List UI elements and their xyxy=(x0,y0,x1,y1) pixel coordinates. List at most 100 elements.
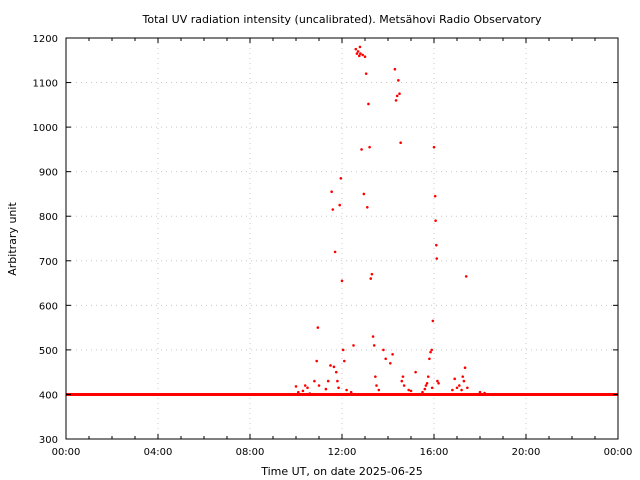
data-point xyxy=(402,384,406,387)
y-tick-label: 900 xyxy=(39,168,58,179)
data-point xyxy=(333,250,337,254)
data-point xyxy=(436,379,439,383)
data-point xyxy=(329,364,332,367)
data-point xyxy=(451,388,454,392)
x-tick-label: 12:00 xyxy=(328,447,357,458)
data-point xyxy=(337,386,340,390)
data-point xyxy=(391,353,394,356)
data-point xyxy=(435,257,439,260)
data-point xyxy=(369,277,373,280)
data-point xyxy=(357,54,361,58)
data-point xyxy=(377,388,381,392)
data-point xyxy=(384,357,388,361)
data-point xyxy=(466,386,469,390)
y-tick-label: 700 xyxy=(39,257,58,268)
data-point xyxy=(343,359,346,363)
data-point xyxy=(370,272,374,276)
data-point xyxy=(463,366,467,370)
data-point xyxy=(362,192,366,196)
data-point xyxy=(372,344,376,347)
y-tick-label: 400 xyxy=(39,390,58,401)
data-point xyxy=(429,350,432,354)
data-point xyxy=(356,50,360,53)
data-point xyxy=(431,319,435,323)
data-point xyxy=(330,190,333,194)
data-point xyxy=(341,348,345,352)
x-tick-label: 04:00 xyxy=(144,447,173,458)
data-point xyxy=(425,382,429,385)
data-point xyxy=(399,141,402,145)
data-point xyxy=(455,386,459,390)
data-point xyxy=(453,377,457,381)
data-point xyxy=(430,348,434,352)
y-tick-labels: 300 400 500 600 700 800 900 1000 1100 1200 xyxy=(33,34,58,446)
data-point xyxy=(367,102,370,106)
y-axis-label: Arbitrary unit xyxy=(6,202,19,276)
x-tick-label: 08:00 xyxy=(236,447,265,458)
data-point xyxy=(315,359,319,363)
data-point xyxy=(358,45,362,49)
data-point xyxy=(478,390,482,394)
data-point xyxy=(339,177,343,180)
data-point xyxy=(395,94,399,98)
data-point xyxy=(331,208,335,211)
data-point xyxy=(375,384,378,387)
x-tick-labels: 00:00 04:00 08:00 12:00 16:00 20:00 00:00 xyxy=(52,447,633,458)
data-point xyxy=(426,375,430,378)
data-point xyxy=(301,389,305,393)
x-tick-label: 20:00 xyxy=(512,447,541,458)
y-tick-label: 300 xyxy=(39,435,58,446)
data-point xyxy=(360,148,363,151)
data-point xyxy=(423,387,427,391)
data-point xyxy=(306,386,309,390)
y-tick-label: 500 xyxy=(39,346,58,357)
data-point xyxy=(437,382,440,385)
data-point xyxy=(371,335,375,338)
data-point xyxy=(458,384,461,387)
data-point xyxy=(324,387,328,391)
data-point xyxy=(461,375,465,378)
data-point xyxy=(397,79,400,82)
data-point xyxy=(393,67,397,71)
data-point xyxy=(428,357,431,361)
y-tick-label: 600 xyxy=(39,301,58,312)
data-point xyxy=(352,344,355,347)
y-tick-label: 800 xyxy=(39,212,58,223)
data-points xyxy=(66,45,618,396)
data-point xyxy=(421,390,424,394)
x-tick-label: 00:00 xyxy=(604,447,633,458)
x-axis-label: Time UT, on date 2025-06-25 xyxy=(260,465,423,478)
data-point xyxy=(336,379,339,383)
chart-title: Total UV radiation intensity (uncalibrat… xyxy=(142,13,542,26)
data-point xyxy=(326,379,330,383)
data-point xyxy=(483,391,486,395)
data-point xyxy=(364,72,368,75)
data-point xyxy=(398,92,401,95)
y-tick-label: 1000 xyxy=(33,123,58,134)
data-point xyxy=(361,53,365,57)
data-point xyxy=(460,388,463,392)
data-point xyxy=(317,384,321,387)
data-point xyxy=(401,375,405,378)
data-point xyxy=(368,145,371,149)
data-point xyxy=(294,385,298,388)
data-point xyxy=(303,384,307,387)
data-point xyxy=(354,47,358,51)
data-point xyxy=(340,279,344,283)
data-point xyxy=(366,206,369,209)
data-point xyxy=(316,326,320,329)
data-point xyxy=(433,194,437,198)
data-point xyxy=(359,52,362,55)
data-point xyxy=(374,375,377,378)
data-point xyxy=(434,219,437,222)
data-point xyxy=(313,379,316,383)
x-tick-label: 00:00 xyxy=(52,447,81,458)
data-point xyxy=(435,243,438,247)
data-point xyxy=(424,384,428,387)
data-point xyxy=(382,348,385,352)
y-tick-label: 1100 xyxy=(33,79,58,90)
data-point xyxy=(332,365,336,369)
data-point xyxy=(432,145,436,149)
x-tick-label: 16:00 xyxy=(420,447,449,458)
